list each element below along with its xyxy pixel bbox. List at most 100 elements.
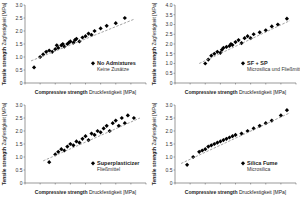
y-tick-label: 1.5 [166, 51, 173, 57]
y-tick-label: 0 [20, 80, 23, 86]
legend: Silica FumeMicrosilica [241, 160, 278, 172]
x-tick [85, 83, 86, 85]
x-tick [85, 183, 86, 185]
y-tick [174, 63, 176, 64]
trend-line [43, 118, 140, 161]
y-axis-label: Tensile strength Zugfestigkeit [MPa] [1, 102, 7, 185]
x-tick [175, 183, 176, 185]
point [203, 147, 207, 151]
point [47, 160, 51, 164]
plot-area [199, 17, 290, 66]
point [252, 32, 256, 36]
y-tick [174, 118, 176, 119]
y-tick-label: 1.5 [16, 141, 23, 147]
y-tick [174, 183, 176, 184]
point [264, 121, 268, 125]
point [117, 124, 121, 128]
point [32, 65, 36, 69]
point [83, 134, 87, 138]
point [74, 37, 78, 41]
y-axis-label: Tensile strength Zugfestigkeit [MPa] [1, 2, 7, 85]
x-axis-label: Compressive strength Druckfestigkeit [MP… [35, 89, 137, 95]
y-tick [174, 34, 176, 35]
y-tick-label: 0 [20, 180, 23, 186]
y-tick [174, 157, 176, 158]
y-tick-label: 2.0 [16, 28, 23, 34]
y-tick [174, 14, 176, 15]
y-tick [174, 170, 176, 171]
point [230, 43, 234, 47]
x-tick [205, 83, 206, 85]
trend-line [181, 113, 290, 164]
plot-area [43, 113, 140, 164]
axis-label-part: Compressive strength [35, 89, 88, 95]
y-tick-label: 2.0 [166, 41, 173, 47]
y-axis [175, 5, 176, 83]
axis-label-part: Zugfestigkeit [MPa] [151, 2, 157, 47]
axis-label-part: Druckfestigkeit [MPa] [88, 189, 137, 195]
point [285, 17, 289, 21]
y-tick [24, 57, 26, 58]
point [270, 24, 274, 28]
x-tick [55, 183, 56, 185]
legend-annotation: Microsilica und Fließmittel [247, 66, 300, 72]
axis-label-part: Compressive strength [185, 89, 238, 95]
point [123, 16, 127, 20]
y-tick-label: 0 [170, 80, 173, 86]
trend-line [31, 19, 134, 61]
y-tick [24, 31, 26, 32]
axis-label-part: Tensile strength [151, 147, 157, 185]
y-tick-label: 3.0 [16, 2, 23, 8]
y-tick [24, 157, 26, 158]
axis-label-part: Zugfestigkeit [MPa] [1, 102, 7, 147]
y-tick-label: 2.5 [166, 115, 173, 121]
x-tick [235, 183, 236, 185]
y-tick [174, 24, 176, 25]
legend-marker [241, 61, 245, 65]
point [233, 133, 237, 137]
x-axis [175, 183, 296, 184]
y-tick [174, 53, 176, 54]
x-tick [70, 83, 71, 85]
x-tick [40, 83, 41, 85]
y-tick-label: 1.0 [16, 54, 23, 60]
x-tick [280, 183, 281, 185]
x-axis-label: Compressive strength Druckfestigkeit [MP… [35, 189, 137, 195]
y-tick [174, 44, 176, 45]
point [80, 137, 84, 141]
y-tick-label: 1.0 [16, 154, 23, 160]
x-tick [190, 83, 191, 85]
legend: SuperplasticizerFließmittel [91, 160, 140, 172]
y-tick-label: 1.0 [166, 154, 173, 160]
y-axis-label: Tensile strength Zugfestigkeit [MPa] [151, 2, 157, 85]
point [132, 116, 136, 120]
y-tick [24, 83, 26, 84]
y-tick-label: 0.5 [166, 70, 173, 76]
x-tick [296, 183, 297, 185]
point [92, 29, 96, 33]
y-tick-label: 3.0 [166, 21, 173, 27]
axis-label-part: Tensile strength [1, 147, 7, 185]
point [83, 34, 87, 38]
x-tick [146, 183, 147, 185]
figure: 0 0.5 1.0 1.5 2.0 2.5 3.0 Compressive strength … [0, 0, 300, 200]
axis-label-part: Compressive strength [35, 189, 88, 195]
x-tick [265, 83, 266, 85]
axis-label-part: Tensile strength [151, 47, 157, 85]
point [120, 116, 124, 120]
y-tick [24, 170, 26, 171]
y-tick-label: 3.0 [166, 102, 173, 108]
legend-marker [241, 161, 245, 165]
y-axis [25, 105, 26, 183]
x-tick [250, 183, 251, 185]
legend-marker [91, 161, 95, 165]
x-tick [220, 83, 221, 85]
y-tick [174, 83, 176, 84]
panel: 00.51.01.52.02.53.0Compressive strength … [1, 2, 146, 95]
x-tick [130, 183, 131, 185]
x-tick [130, 83, 131, 85]
x-tick [100, 83, 101, 85]
x-tick [250, 83, 251, 85]
legend: No AdmixturesKeine Zusätze [91, 60, 136, 72]
legend-annotation: Fließmittel [97, 166, 120, 172]
